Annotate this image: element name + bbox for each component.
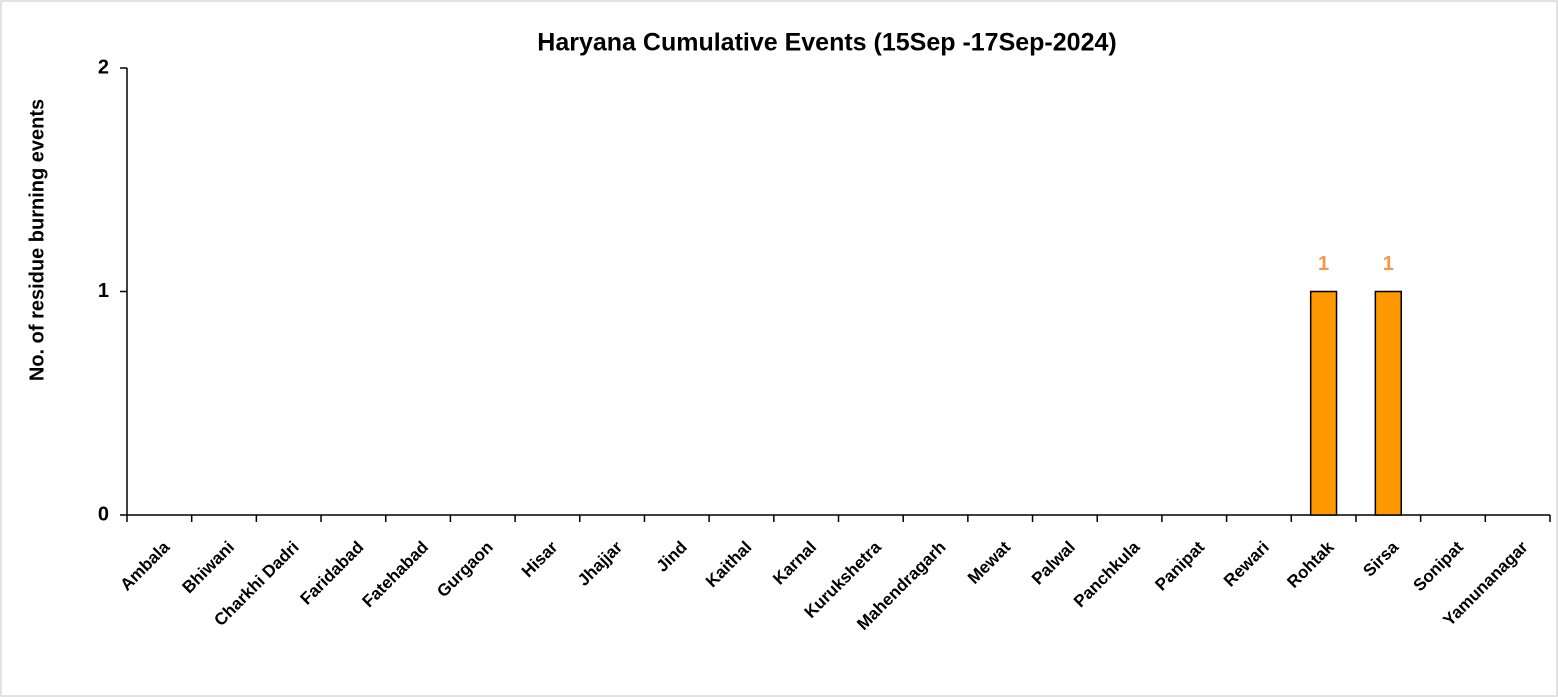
data-label: 1	[1383, 253, 1394, 275]
bar	[1374, 290, 1402, 516]
y-tick-label: 1	[98, 280, 109, 302]
chart-title: Haryana Cumulative Events (15Sep -17Sep-…	[537, 29, 1116, 57]
y-axis-label: No. of residue burning events	[26, 99, 48, 381]
y-tick-label: 0	[98, 503, 109, 525]
bar	[1309, 290, 1338, 516]
y-tick-label: 2	[98, 56, 109, 78]
data-label: 1	[1318, 253, 1329, 275]
